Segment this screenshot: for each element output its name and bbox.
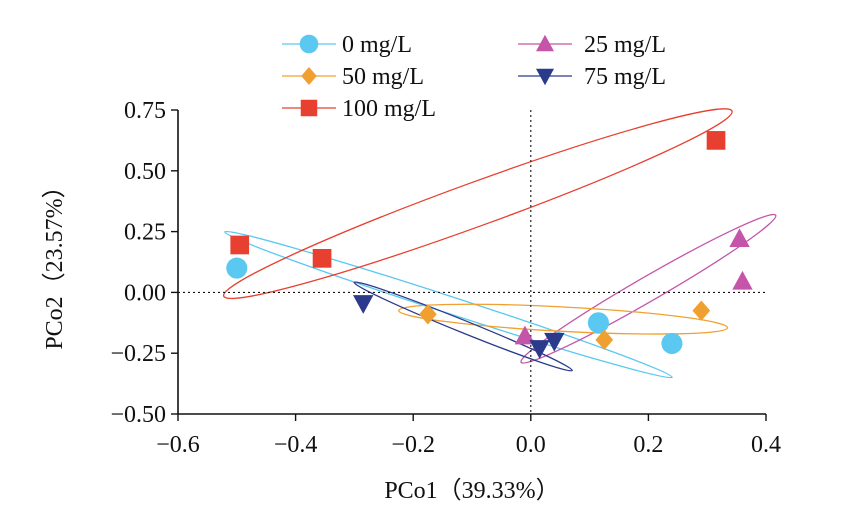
y-axis-label: PCo2（23.57%） <box>42 174 68 349</box>
point-0-mg-l <box>661 332 683 355</box>
x-tick-label: 0.0 <box>516 432 546 458</box>
x-axis-label: PCo1（39.33%） <box>384 478 559 504</box>
legend-item-0-mg-l: 0 mg/L <box>282 32 412 58</box>
point-25-mg-l <box>514 325 536 345</box>
point-75-mg-l <box>544 332 565 352</box>
y-tick-label: 0.00 <box>124 280 166 306</box>
point-50-mg-l <box>419 304 437 325</box>
legend: 0 mg/L 25 mg/L 50 mg/L 75 mg/L 100 mg/L <box>282 32 666 122</box>
legend-marker <box>536 34 554 52</box>
legend-marker <box>301 67 317 85</box>
legend-item-75-mg-l: 75 mg/L <box>518 64 666 90</box>
point-50-mg-l <box>692 300 711 321</box>
point-0-mg-l <box>587 312 609 334</box>
point-25-mg-l <box>729 228 750 248</box>
point-75-mg-l <box>529 340 550 359</box>
ellipse-100-mg-l <box>222 108 733 300</box>
data-points <box>226 131 753 359</box>
y-tick-label: 0.50 <box>124 159 166 185</box>
legend-label: 25 mg/L <box>584 32 666 58</box>
point-75-mg-l <box>353 295 374 314</box>
point-100-mg-l <box>706 131 726 150</box>
point-100-mg-l <box>312 249 332 268</box>
legend-item-25-mg-l: 25 mg/L <box>518 32 666 58</box>
ellipse-50-mg-l <box>398 303 729 335</box>
legend-label: 50 mg/L <box>342 64 424 90</box>
y-tick-label: 0.75 <box>124 98 166 124</box>
legend-item-50-mg-l: 50 mg/L <box>282 64 424 90</box>
y-tick-label: −0.50 <box>110 402 166 428</box>
legend-marker <box>299 34 319 54</box>
x-tick-label: −0.2 <box>391 432 435 458</box>
axes: −0.6 −0.4 −0.2 0.0 0.2 0.4 −0.50 −0.25 0.00 0.25 0… <box>110 98 781 458</box>
confidence-ellipses <box>222 108 777 379</box>
ellipse-75-mg-l <box>353 281 573 372</box>
x-tick-label: −0.6 <box>156 432 200 458</box>
legend-marker <box>536 68 554 86</box>
legend-label: 100 mg/L <box>342 96 436 122</box>
x-tick-label: 0.4 <box>751 432 781 458</box>
point-100-mg-l <box>230 235 250 255</box>
x-tick-label: 0.2 <box>633 432 663 458</box>
y-tick-label: −0.25 <box>110 341 166 367</box>
legend-item-100-mg-l: 100 mg/L <box>282 96 436 122</box>
reference-lines <box>178 110 766 414</box>
legend-label: 75 mg/L <box>584 64 666 90</box>
legend-label: 0 mg/L <box>342 32 412 58</box>
ellipse-25-mg-l <box>520 213 777 364</box>
legend-marker <box>300 99 318 117</box>
point-50-mg-l <box>595 329 614 351</box>
point-25-mg-l <box>732 270 753 290</box>
point-0-mg-l <box>226 257 248 279</box>
y-tick-label: 0.25 <box>124 220 166 246</box>
x-tick-label: −0.4 <box>274 432 318 458</box>
